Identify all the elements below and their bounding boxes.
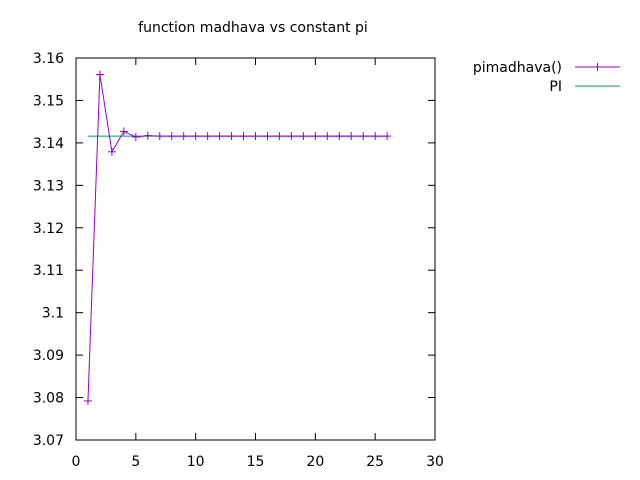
data-point xyxy=(191,132,200,141)
data-point xyxy=(371,132,380,141)
data-point xyxy=(83,396,92,405)
data-point xyxy=(275,132,284,141)
data-point xyxy=(215,132,224,141)
y-tick-label: 3.15 xyxy=(33,93,64,109)
data-point xyxy=(131,132,140,141)
data-point xyxy=(323,132,332,141)
y-tick-label: 3.07 xyxy=(33,433,64,449)
data-point xyxy=(143,131,152,140)
legend-label: PI xyxy=(549,79,562,95)
series-line-pimadhava xyxy=(87,74,388,401)
y-tick-label: 3.09 xyxy=(33,348,64,364)
data-point xyxy=(239,132,248,141)
data-point xyxy=(383,132,392,141)
x-tick-label: 15 xyxy=(247,454,265,470)
data-point xyxy=(167,132,176,141)
data-point xyxy=(203,132,212,141)
data-point xyxy=(179,132,188,141)
data-point xyxy=(311,132,320,141)
data-point xyxy=(95,70,104,79)
y-axis: 3.07 3.08 3.09 3.1 3.11 3.12 3.13 3.14 3.15 3.16 xyxy=(33,51,435,449)
x-tick-label: 20 xyxy=(306,454,324,470)
data-point xyxy=(287,132,296,141)
chart-title: function madhava vs constant pi xyxy=(138,20,368,36)
x-tick-label: 0 xyxy=(72,454,81,470)
y-tick-label: 3.11 xyxy=(33,263,64,279)
data-point xyxy=(107,147,116,156)
data-point xyxy=(359,132,368,141)
x-tick-label: 30 xyxy=(426,454,444,470)
data-point xyxy=(347,132,356,141)
x-axis: 0 5 10 15 20 25 30 xyxy=(72,58,444,470)
y-tick-label: 3.08 xyxy=(33,391,64,407)
x-tick-label: 25 xyxy=(366,454,384,470)
data-point xyxy=(119,127,128,136)
legend-marker xyxy=(593,63,602,71)
data-point xyxy=(335,132,344,141)
x-tick-label: 5 xyxy=(131,454,140,470)
y-tick-label: 3.12 xyxy=(33,221,64,237)
y-tick-label: 3.14 xyxy=(33,136,64,152)
data-point xyxy=(155,132,164,141)
x-tick-label: 10 xyxy=(187,454,205,470)
y-tick-label: 3.13 xyxy=(33,178,64,194)
data-point xyxy=(299,132,308,141)
legend-label: pimadhava() xyxy=(473,60,562,76)
y-tick-label: 3.16 xyxy=(33,51,64,67)
data-point xyxy=(263,132,272,141)
data-point xyxy=(227,132,236,141)
series-layer xyxy=(83,70,392,405)
data-point xyxy=(251,132,260,141)
y-tick-label: 3.1 xyxy=(42,306,64,322)
plot-area-frame xyxy=(75,57,436,441)
legend: pimadhava() PI xyxy=(473,60,620,95)
